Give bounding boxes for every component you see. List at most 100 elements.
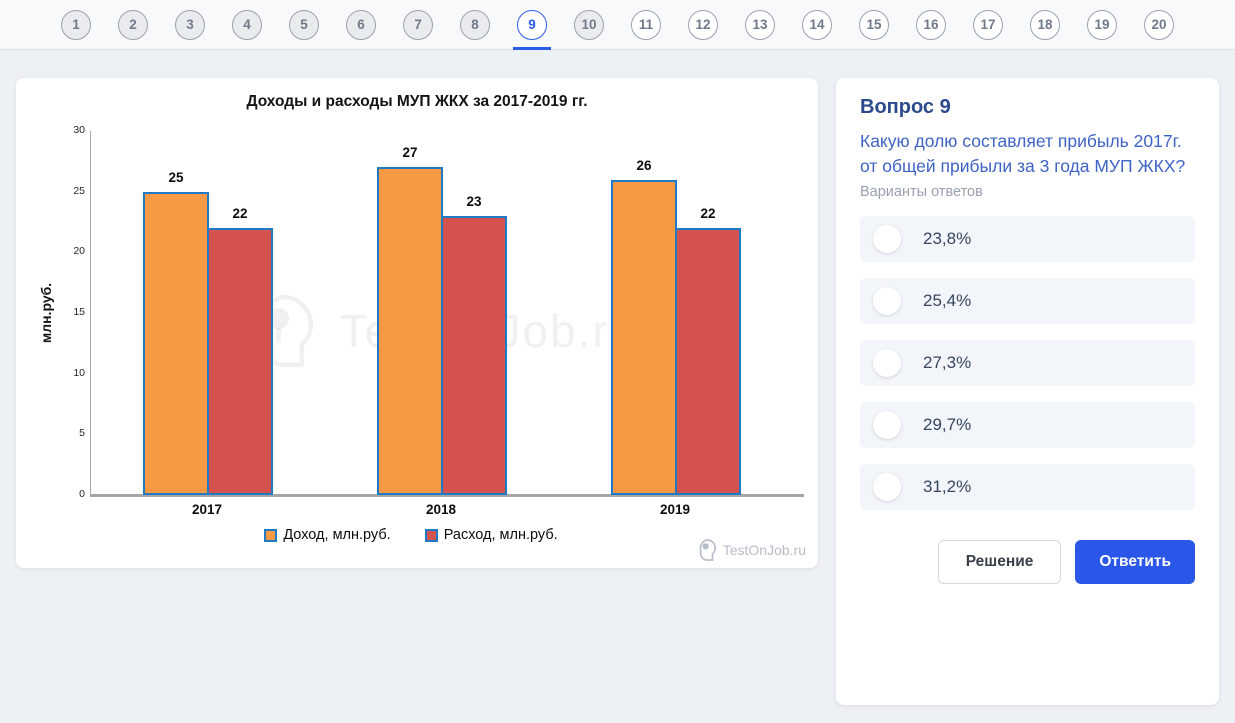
- nav-question-9[interactable]: 9: [513, 0, 551, 50]
- legend-swatch: [424, 528, 438, 542]
- chart-legend: Доход, млн.руб. Расход, млн.руб.: [16, 527, 806, 543]
- nav-question-18[interactable]: 18: [1030, 0, 1060, 50]
- answer-radio[interactable]: [873, 411, 901, 439]
- nav-question-16[interactable]: 16: [916, 0, 946, 50]
- chart-title: Доходы и расходы МУП ЖКХ за 2017-2019 гг…: [246, 93, 588, 110]
- answer-option-label: 27,3%: [923, 353, 972, 372]
- nav-question-10[interactable]: 10: [574, 0, 604, 50]
- nav-question-19[interactable]: 19: [1087, 0, 1117, 50]
- nav-question-circle[interactable]: 9: [517, 9, 547, 40]
- bar-group-2017: 25 22: [143, 170, 273, 495]
- site-brand: TestOnJob.ru: [696, 538, 806, 562]
- x-axis-category-label: 2017: [191, 502, 223, 517]
- nav-question-6[interactable]: 6: [346, 0, 376, 50]
- nav-question-circle[interactable]: 14: [802, 9, 832, 40]
- y-axis-tick-label: 0: [79, 488, 85, 500]
- answer-options-list: 23,8% 25,4% 27,3% 29,7% 31,2%: [860, 216, 1195, 510]
- answer-radio[interactable]: [873, 287, 901, 315]
- bar-Расход-2019: [675, 228, 741, 495]
- nav-question-13[interactable]: 13: [745, 0, 775, 50]
- nav-question-circle[interactable]: 15: [859, 9, 889, 40]
- bar-column: 25: [143, 170, 209, 495]
- bar-value-label: 25: [168, 170, 184, 185]
- nav-question-circle[interactable]: 10: [574, 9, 604, 40]
- nav-question-7[interactable]: 7: [403, 0, 433, 50]
- answer-radio[interactable]: [873, 473, 901, 501]
- nav-question-12[interactable]: 12: [688, 0, 718, 50]
- legend-label: Доход, млн.руб.: [283, 527, 391, 543]
- brain-head-icon: [699, 539, 716, 561]
- nav-question-15[interactable]: 15: [859, 0, 889, 50]
- question-card: Вопрос 9 Какую долю составляет прибыль 2…: [836, 78, 1219, 705]
- answer-option-5[interactable]: 31,2%: [860, 464, 1195, 510]
- y-axis-tick-label: 20: [73, 245, 85, 258]
- nav-question-8[interactable]: 8: [460, 0, 490, 50]
- nav-question-circle[interactable]: 19: [1087, 9, 1117, 40]
- answer-button[interactable]: Ответить: [1075, 540, 1195, 584]
- answer-option-1[interactable]: 23,8%: [860, 216, 1195, 262]
- nav-question-circle[interactable]: 12: [688, 9, 718, 40]
- chart-card: Доходы и расходы МУП ЖКХ за 2017-2019 гг…: [16, 78, 818, 568]
- solution-button[interactable]: Решение: [937, 540, 1062, 584]
- nav-question-14[interactable]: 14: [802, 0, 832, 50]
- answer-radio[interactable]: [873, 225, 901, 253]
- nav-question-4[interactable]: 4: [232, 0, 262, 50]
- question-title: Вопрос 9: [860, 96, 951, 118]
- bar-value-label: 23: [466, 194, 482, 209]
- nav-question-2[interactable]: 2: [118, 0, 148, 50]
- nav-question-20[interactable]: 20: [1144, 0, 1174, 50]
- bar-group-2018: 27 23: [377, 145, 507, 495]
- answer-radio[interactable]: [873, 349, 901, 377]
- answer-option-4[interactable]: 29,7%: [860, 402, 1195, 448]
- answer-option-label: 25,4%: [923, 291, 972, 310]
- nav-question-circle[interactable]: 16: [916, 9, 946, 40]
- bar-column: 23: [441, 194, 507, 495]
- bar-Доход-2019: [611, 180, 677, 495]
- nav-question-circle[interactable]: 20: [1144, 9, 1174, 40]
- nav-question-circle[interactable]: 8: [460, 9, 490, 40]
- legend-item: Доход, млн.руб.: [264, 527, 391, 543]
- nav-question-circle[interactable]: 1: [61, 9, 91, 40]
- answer-options-label: Варианты ответов: [860, 184, 983, 200]
- legend-item: Расход, млн.руб.: [424, 527, 558, 543]
- bar-Расход-2017: [207, 228, 273, 495]
- action-buttons-row: Решение Ответить: [860, 540, 1195, 584]
- y-axis-tick-label: 30: [73, 124, 85, 136]
- nav-question-circle[interactable]: 6: [346, 9, 376, 40]
- nav-question-circle[interactable]: 13: [745, 9, 775, 40]
- y-axis-tick-label: 15: [73, 306, 85, 318]
- nav-question-5[interactable]: 5: [289, 0, 319, 50]
- nav-question-1[interactable]: 1: [61, 0, 91, 50]
- legend-swatch: [264, 528, 278, 542]
- bar-value-label: 22: [700, 206, 716, 221]
- y-axis-tick-label: 10: [73, 366, 85, 379]
- active-question-underline: [513, 46, 551, 50]
- answer-option-2[interactable]: 25,4%: [860, 278, 1195, 324]
- nav-question-17[interactable]: 17: [973, 0, 1003, 50]
- x-axis-category-label: 2018: [425, 502, 457, 517]
- bar-Расход-2018: [441, 216, 507, 495]
- bar-column: 26: [611, 158, 677, 495]
- bar-column: 22: [675, 206, 741, 495]
- legend-label: Расход, млн.руб.: [443, 527, 558, 543]
- x-axis-category-label: 2019: [659, 502, 691, 517]
- answer-option-3[interactable]: 27,3%: [860, 340, 1195, 386]
- bar-Доход-2017: [143, 192, 209, 495]
- nav-question-3[interactable]: 3: [175, 0, 205, 50]
- answer-option-label: 29,7%: [923, 415, 972, 434]
- nav-question-circle[interactable]: 3: [175, 9, 205, 40]
- question-navbar: 1 2 3 4 5 6 7 8 9 10 11 12 13 14 15 16 17 18 19 20: [0, 0, 1235, 50]
- bar-value-label: 27: [402, 145, 418, 160]
- nav-question-circle[interactable]: 18: [1030, 9, 1060, 40]
- nav-question-circle[interactable]: 17: [973, 9, 1003, 40]
- site-brand-text: TestOnJob.ru: [722, 542, 806, 558]
- nav-question-circle[interactable]: 11: [631, 9, 661, 40]
- nav-question-circle[interactable]: 7: [403, 9, 433, 40]
- bar-value-label: 26: [636, 158, 652, 173]
- nav-question-circle[interactable]: 5: [289, 9, 319, 40]
- nav-question-circle[interactable]: 2: [118, 9, 148, 40]
- nav-question-circle[interactable]: 4: [232, 9, 262, 40]
- answer-option-label: 31,2%: [923, 477, 972, 496]
- nav-question-11[interactable]: 11: [631, 0, 661, 50]
